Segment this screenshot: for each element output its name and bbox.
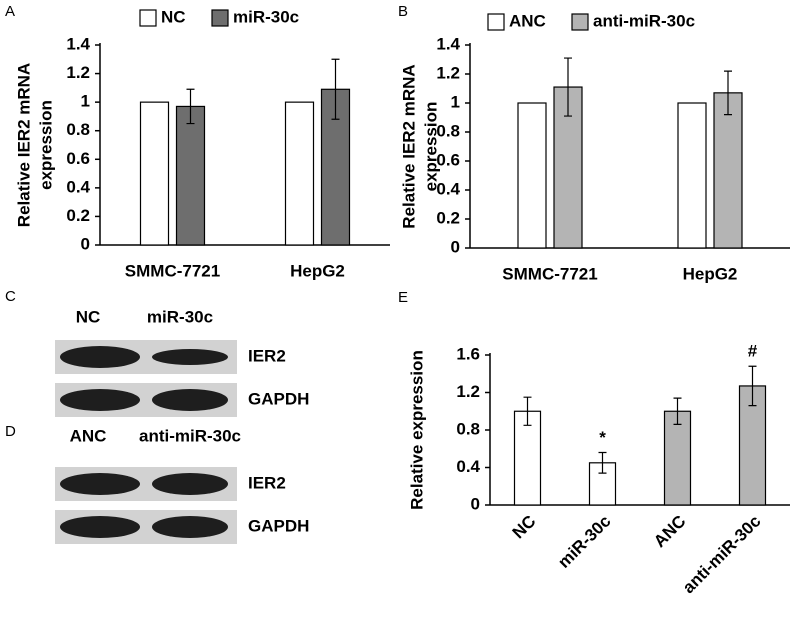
blot-band	[152, 349, 228, 365]
y-tick-label: 0.4	[456, 457, 480, 476]
blot-band	[60, 389, 140, 411]
lane-label: miR-30c	[147, 307, 213, 326]
y-axis-label: expression	[36, 100, 55, 190]
legend-swatch	[487, 13, 505, 31]
panel-label: A	[5, 3, 15, 20]
y-tick-label: 0.4	[66, 177, 90, 196]
y-tick-label: 1.4	[66, 34, 90, 53]
blot-row-label: GAPDH	[248, 389, 309, 408]
legend-label: ANC	[509, 11, 546, 30]
y-tick-label: 1.2	[436, 63, 460, 82]
y-axis-label: Relative IER2 mRNA	[14, 63, 33, 227]
error-bar	[724, 70, 732, 116]
significance-marker: #	[748, 342, 758, 361]
error-bar	[748, 365, 757, 407]
x-tick-label: HepG2	[290, 261, 345, 280]
error-bar	[564, 57, 572, 117]
x-tick-label: HepG2	[683, 264, 738, 283]
y-axis-label: Relative expression	[407, 350, 426, 510]
y-tick-label: 1	[451, 92, 460, 111]
y-axis-label: expression	[421, 102, 440, 192]
y-tick-label: 0.4	[436, 179, 460, 198]
y-tick-label: 0	[471, 494, 480, 513]
blot-band	[60, 346, 140, 368]
blot-row-label: GAPDH	[248, 516, 309, 535]
x-tick-label: NC	[509, 512, 540, 543]
lane-label: ANC	[70, 426, 107, 445]
blot-row-label: IER2	[248, 346, 286, 365]
bar	[139, 101, 170, 246]
blot-band	[60, 516, 140, 538]
blot-band	[152, 473, 228, 495]
x-tick-label: miR-30c	[554, 512, 614, 572]
lane-label: anti-miR-30c	[139, 426, 241, 445]
y-tick-label: 0.2	[66, 206, 90, 225]
y-axis-label: Relative IER2 mRNA	[399, 64, 418, 228]
blot-band	[152, 516, 228, 538]
x-tick-label: SMMC-7721	[502, 264, 597, 283]
legend-label: NC	[161, 7, 186, 26]
x-tick-label: anti-miR-30c	[679, 512, 765, 598]
legend-swatch	[139, 9, 157, 27]
bar	[517, 102, 547, 249]
y-tick-label: 0.8	[456, 419, 480, 438]
y-tick-label: 1.2	[66, 63, 90, 82]
bar	[663, 410, 692, 506]
error-bar	[673, 397, 682, 425]
bar	[513, 410, 542, 506]
legend-swatch	[211, 9, 229, 27]
bar	[175, 105, 206, 246]
legend-swatch	[571, 13, 589, 31]
error-bar	[331, 58, 340, 120]
panel-label: B	[398, 3, 408, 20]
bar	[677, 102, 707, 249]
y-tick-label: 1.2	[456, 382, 480, 401]
significance-marker: *	[599, 428, 606, 447]
panel-label: E	[398, 289, 408, 306]
panel-label: C	[5, 288, 16, 305]
bar	[320, 88, 351, 246]
x-tick-label: ANC	[650, 512, 689, 551]
blot-band	[152, 389, 228, 411]
bar	[284, 101, 315, 246]
legend-label: anti-miR-30c	[593, 11, 695, 30]
y-tick-label: 0	[81, 234, 90, 253]
bar	[713, 92, 743, 249]
error-bar	[186, 88, 195, 125]
y-tick-label: 0.2	[436, 208, 460, 227]
y-tick-label: 0	[451, 237, 460, 256]
y-tick-label: 0.6	[66, 149, 90, 168]
panel-label: D	[5, 423, 16, 440]
y-tick-label: 1	[81, 92, 90, 111]
blot-band	[60, 473, 140, 495]
y-tick-label: 1.6	[456, 344, 480, 363]
y-tick-label: 0.8	[66, 120, 90, 139]
y-tick-label: 0.6	[436, 150, 460, 169]
y-tick-label: 0.8	[436, 121, 460, 140]
lane-label: NC	[76, 307, 101, 326]
blot-row-label: IER2	[248, 473, 286, 492]
x-tick-label: SMMC-7721	[125, 261, 220, 280]
error-bar	[598, 451, 607, 474]
y-tick-label: 1.4	[436, 34, 460, 53]
error-bar	[523, 396, 532, 426]
legend-label: miR-30c	[233, 7, 299, 26]
